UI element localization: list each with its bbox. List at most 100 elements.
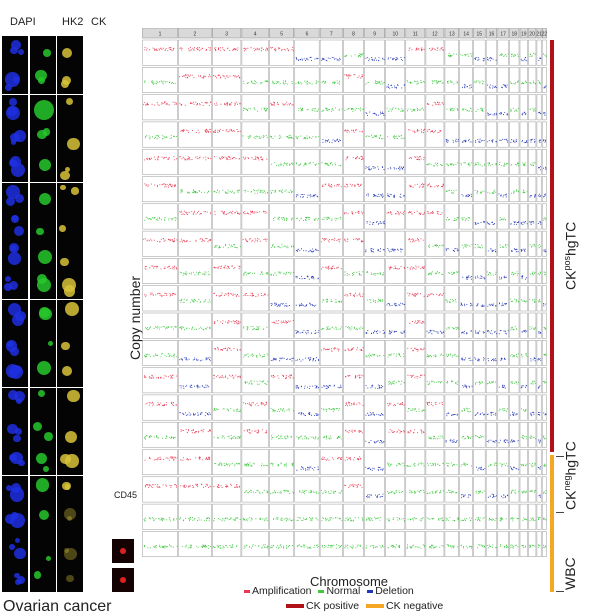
cnv-points <box>543 139 546 143</box>
cnv-panel <box>294 258 320 284</box>
cnv-points <box>270 462 294 467</box>
cnv-points <box>510 221 519 225</box>
cnv-panel <box>178 367 212 394</box>
cnv-panel <box>528 449 537 476</box>
cell-blob <box>10 46 18 55</box>
cnv-points <box>270 101 294 106</box>
microscopy-cell <box>30 416 56 446</box>
cnv-points <box>474 162 486 167</box>
cnv-points <box>214 210 241 215</box>
cnv-panel <box>343 94 364 121</box>
cnv-panel <box>497 121 509 148</box>
cnv-points <box>510 439 519 443</box>
cell-blob <box>4 513 15 524</box>
cnv-panel <box>519 230 528 257</box>
cnv-panel <box>178 503 212 530</box>
microscopy-cell <box>2 241 28 271</box>
cnv-points <box>446 326 459 330</box>
cnv-points <box>462 107 473 112</box>
cnv-panel <box>473 340 486 366</box>
cnv-points <box>387 462 405 467</box>
cnv-panel <box>541 39 547 66</box>
ckpos-main: CK <box>562 270 579 290</box>
cnv-panel <box>364 121 385 148</box>
cnv-panel <box>385 203 406 230</box>
cnv-panel <box>319 367 343 394</box>
cnv-panel <box>425 258 445 284</box>
cell-blob <box>43 49 51 58</box>
cnv-panel <box>444 367 459 394</box>
chromosome-strip <box>528 28 537 39</box>
cnv-points <box>365 545 384 549</box>
cnv-panel <box>269 449 295 476</box>
cnv-points <box>521 329 528 333</box>
cnv-panel <box>536 367 542 394</box>
cnv-panel <box>319 312 343 339</box>
cnv-panel <box>444 449 459 476</box>
cnv-panel <box>519 258 528 284</box>
chromosome-strip <box>142 28 178 39</box>
cell-blob <box>35 452 47 464</box>
cnv-panel <box>444 121 459 148</box>
cnv-points <box>270 374 294 379</box>
cnv-panel <box>241 203 269 230</box>
cnv-points <box>242 238 268 243</box>
cnv-panel <box>142 39 178 66</box>
column-label-ck: CK <box>91 16 107 28</box>
chromosome-strip <box>319 28 343 39</box>
cnv-points <box>510 544 519 549</box>
cnv-panel <box>425 476 445 503</box>
cnv-points <box>426 517 444 522</box>
cnv-panel <box>212 230 242 257</box>
cnv-points <box>387 544 401 549</box>
cell-blob <box>10 214 19 223</box>
cnv-points <box>529 80 536 85</box>
cnv-points <box>244 489 269 494</box>
cnv-points <box>179 101 212 106</box>
cnv-points <box>298 412 319 416</box>
cnv-panel <box>509 148 520 175</box>
cnv-points <box>487 112 497 116</box>
cnv-points <box>180 189 209 194</box>
cnv-points <box>445 439 458 443</box>
cnv-panel <box>425 394 445 421</box>
cell-blob <box>33 422 43 432</box>
cell-blob <box>8 158 18 168</box>
cnv-panel <box>485 258 498 284</box>
cnv-points <box>529 221 535 225</box>
cnv-panel <box>405 121 426 148</box>
cnv-points <box>321 57 341 62</box>
cnv-points <box>321 80 341 85</box>
cnv-points <box>270 408 294 412</box>
cnv-panel <box>509 203 520 230</box>
cnv-points <box>543 166 547 170</box>
cnv-points <box>299 489 319 495</box>
cnv-panel <box>497 203 509 230</box>
cnv-panel <box>343 312 364 339</box>
cnv-panel <box>459 39 473 66</box>
cnv-points <box>243 292 269 297</box>
cnv-panel <box>319 121 343 148</box>
chromosome-strip <box>473 28 486 39</box>
cnv-points <box>243 107 269 112</box>
microscopy-cell <box>2 416 28 446</box>
cell-blob <box>7 423 18 435</box>
cnv-points <box>543 490 547 494</box>
cnv-points <box>498 408 508 412</box>
cnv-panel <box>528 394 537 421</box>
cnv-panel <box>497 312 509 339</box>
cnv-points <box>407 347 425 352</box>
cnv-panel <box>444 531 459 557</box>
cnv-points <box>270 189 294 194</box>
cnv-panel <box>178 94 212 121</box>
microscopy-cell <box>30 182 56 212</box>
cnv-points <box>530 411 535 417</box>
microscopy-cell <box>30 534 56 564</box>
cell-blob <box>65 98 73 106</box>
cnv-points <box>529 194 536 198</box>
cnv-points <box>538 57 542 61</box>
cnv-panel <box>212 258 242 284</box>
cnv-points <box>498 384 506 389</box>
cnv-points <box>272 80 293 85</box>
chromosome-label: 2 <box>193 32 196 38</box>
